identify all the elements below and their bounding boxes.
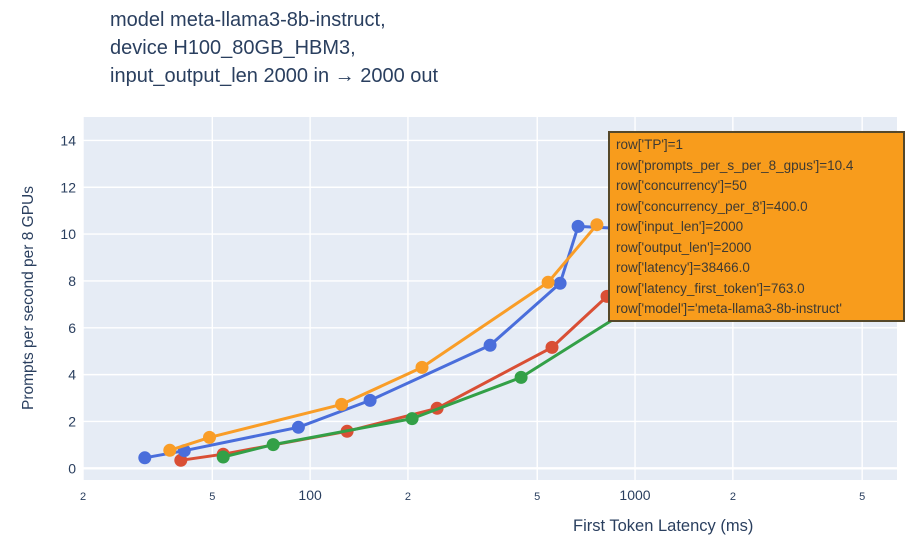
series-line-blue <box>143 224 641 460</box>
series-line-red <box>179 294 609 462</box>
tooltip-row: row['latency']=38466.0 <box>616 260 750 275</box>
x-tick-label: 5 <box>859 491 865 503</box>
x-tick-label: 100 <box>298 487 322 503</box>
chart-title-line-2: device H100_80GB_HBM3, <box>110 37 356 59</box>
x-tick-label: 2 <box>405 491 411 503</box>
x-axis-title: First Token Latency (ms) <box>573 517 754 535</box>
data-point-green[interactable] <box>216 450 230 464</box>
y-tick-label: 12 <box>60 179 76 195</box>
data-point-green[interactable] <box>514 370 528 384</box>
data-point-orange[interactable] <box>163 443 177 457</box>
data-point-blue[interactable] <box>553 276 567 290</box>
data-point-green[interactable] <box>266 438 280 452</box>
y-tick-label: 10 <box>60 226 76 242</box>
tooltip-rows: row['TP']=1 row['prompts_per_s_per_8_gpus… <box>616 135 897 320</box>
data-point-orange[interactable] <box>541 275 555 289</box>
tooltip-row: row['concurrency']=50 <box>616 178 747 193</box>
data-point-blue[interactable] <box>571 219 585 233</box>
x-tick-label: 2 <box>730 491 736 503</box>
y-tick-label: 8 <box>68 273 76 289</box>
x-tick-label: 5 <box>534 491 540 503</box>
data-point-orange[interactable] <box>203 430 216 444</box>
chart-title: model meta-llama3-8b-instruct, device H1… <box>110 6 438 90</box>
data-point-blue[interactable] <box>483 338 497 352</box>
data-point-red[interactable] <box>545 340 559 354</box>
x-tick-label: 1000 <box>619 487 650 503</box>
data-point-blue[interactable] <box>138 451 152 465</box>
chart-title-line-3: input_output_len 2000 in → 2000 out <box>110 65 439 87</box>
tooltip-row: row['output_len']=2000 <box>616 239 752 255</box>
y-axis-title: Prompts per second per 8 GPUs <box>20 186 37 410</box>
data-point-green[interactable] <box>405 412 419 426</box>
y-tick-label: 0 <box>68 460 76 476</box>
x-tick-label: 2 <box>80 491 86 503</box>
data-point-blue[interactable] <box>363 393 377 407</box>
y-tick-label: 14 <box>60 132 76 148</box>
tooltip-row: row['prompts_per_s_per_8_gpus']=10.4 <box>616 157 854 173</box>
chart-title-line-1: model meta-llama3-8b-instruct, <box>110 9 386 31</box>
x-tick-label: 5 <box>209 491 215 503</box>
data-point-blue[interactable] <box>291 420 305 434</box>
tooltip-row: row['latency_first_token']=763.0 <box>616 280 805 296</box>
tooltip-row: row['TP']=1 <box>616 137 684 152</box>
series-line-orange <box>168 223 599 452</box>
y-tick-label: 4 <box>68 367 76 383</box>
data-point-orange[interactable] <box>590 218 604 232</box>
tooltip-row: row['model']='meta-llama3-8b-instruct' <box>616 301 843 316</box>
tooltip-row: row['input_len']=2000 <box>616 219 744 234</box>
y-tick-label: 6 <box>68 320 76 336</box>
data-point-orange[interactable] <box>335 397 349 411</box>
y-tick-label: 2 <box>68 414 76 430</box>
tooltip-arrow <box>608 220 610 234</box>
data-point-orange[interactable] <box>415 360 429 374</box>
tooltip-row: row['concurrency_per_8']=400.0 <box>616 198 808 214</box>
hover-tooltip: row['TP']=1 row['prompts_per_s_per_8_gpus… <box>608 131 905 322</box>
tooltip-arrow-border <box>608 218 609 236</box>
